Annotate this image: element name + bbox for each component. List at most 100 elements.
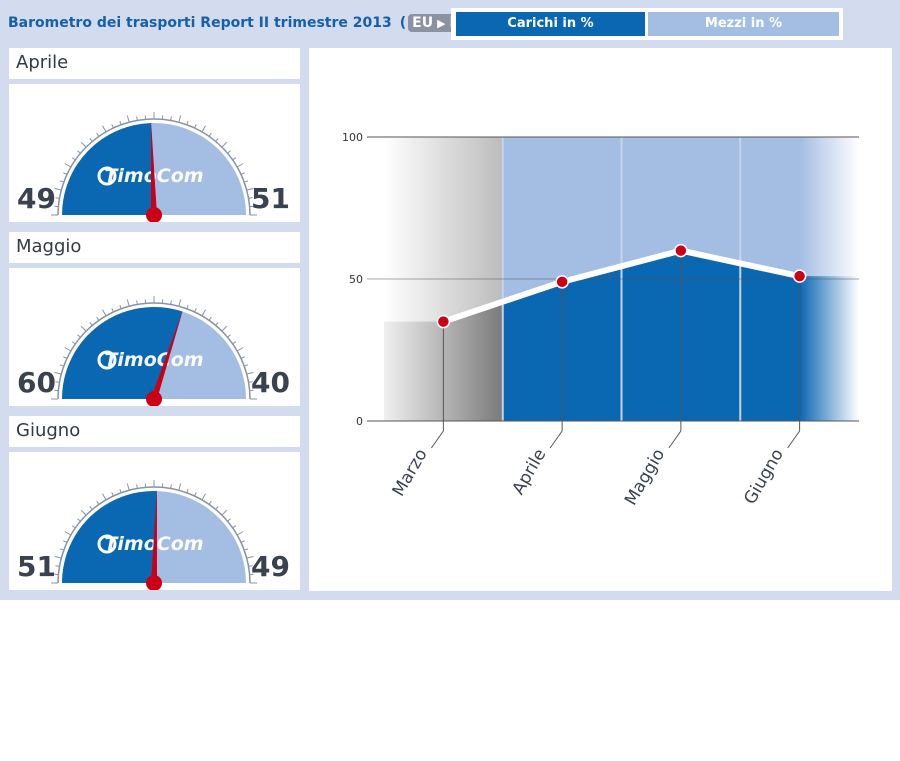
gauge-tick	[54, 555, 62, 559]
gauge-tick	[194, 124, 197, 129]
gauge-tick	[232, 525, 237, 529]
gauge-tick	[63, 172, 68, 175]
gauge-panel: TimoCom 51 49	[9, 452, 300, 590]
gauge-hub	[146, 575, 162, 590]
gauge-tick	[227, 150, 231, 154]
gauge-tick	[55, 381, 60, 383]
gauge-loads-sector	[62, 307, 183, 399]
gauge-panel: TimoCom 49 51	[9, 84, 300, 222]
gauge-tick	[227, 518, 231, 522]
gauge-month-header: Giugno	[9, 416, 300, 447]
gauge-tick	[111, 492, 114, 497]
gauge-tick	[186, 488, 189, 493]
gauge-panel: TimoCom 60 40	[9, 268, 300, 406]
gauge-loads-value: 49	[17, 182, 56, 215]
gauge-tick	[59, 180, 64, 183]
gauge-tick	[136, 300, 138, 305]
route-paren-open: (	[399, 15, 407, 31]
gauge-tick	[119, 120, 122, 125]
y-tick-label: 100	[342, 131, 363, 144]
gauge-tick	[89, 322, 93, 326]
data-point	[674, 243, 688, 258]
y-tick-label: 50	[349, 273, 363, 286]
gauge-tick	[55, 565, 60, 567]
gauge-tick	[170, 484, 172, 489]
gauge-tick	[102, 309, 107, 317]
gauge-tick	[246, 187, 254, 191]
gauge-vehicles-sector	[154, 311, 246, 399]
route-from: EU	[412, 15, 434, 31]
gauge-tick	[236, 531, 244, 536]
gauge-tick	[63, 540, 68, 543]
gauge-tick	[96, 132, 100, 137]
gauge-tick	[221, 325, 228, 332]
gauge-tick	[111, 308, 114, 313]
gauge-tick	[248, 197, 253, 199]
data-point	[436, 314, 451, 329]
gauge-scale-arc	[57, 118, 251, 216]
gauge-tick	[201, 493, 206, 501]
gauge-vehicles-sector	[151, 123, 246, 215]
x-tick-label: Aprile	[508, 446, 550, 499]
gauge-tick	[178, 115, 182, 123]
gauge-tick	[208, 132, 212, 137]
timocom-logo-icon	[97, 166, 117, 186]
gauge-tick	[215, 322, 219, 326]
gauge-tick	[215, 138, 219, 142]
gauge-tick	[96, 500, 100, 505]
gauge-tick	[170, 300, 172, 305]
gauge-month-header: Aprile	[9, 48, 300, 79]
gauge-needle	[151, 309, 184, 400]
data-point	[555, 275, 569, 289]
tab-bar: Carichi in % Mezzi in %	[451, 8, 843, 40]
gauge-vehicles-value: 51	[251, 182, 290, 215]
gauge-hub	[146, 391, 162, 406]
leader-line	[668, 430, 682, 449]
gauge-tick	[80, 141, 87, 148]
tab-loads[interactable]: Carichi in %	[456, 12, 645, 36]
gauge-tick	[136, 484, 138, 489]
gauge-loads-value: 60	[17, 366, 56, 399]
tab-vehicles[interactable]: Mezzi in %	[648, 12, 839, 36]
gauge-tick	[54, 371, 62, 375]
gauge-tick	[111, 124, 114, 129]
gauge: TimoCom	[51, 296, 257, 406]
timocom-logo: TimoCom	[104, 349, 203, 371]
gauge-scale-arc	[57, 302, 251, 400]
data-point	[792, 269, 807, 283]
chart-panel: 0 50 100 Marzo Aprile Maggio Giugno	[309, 48, 892, 591]
y-tick-label: 0	[356, 415, 363, 428]
gauge-month-header: Maggio	[9, 232, 300, 263]
gauge-vehicles-sector	[154, 491, 246, 583]
gauge-tick	[64, 531, 72, 536]
play-arrow-icon: ▶	[437, 16, 446, 30]
gauge-tick	[194, 308, 197, 313]
area-chart: 0 50 100 Marzo Aprile Maggio Giugno	[342, 131, 859, 510]
gauge-tick	[126, 483, 130, 491]
gauge-tick	[236, 347, 244, 352]
gauge-needle	[151, 121, 157, 216]
gauge-tick	[178, 299, 182, 307]
gauge-scale-arc	[57, 486, 251, 584]
gauge-tick	[208, 316, 212, 321]
gauge-tick	[227, 334, 231, 338]
gauge-tick	[77, 334, 81, 338]
gauge-tick	[201, 125, 206, 133]
gauge-tick	[80, 325, 87, 332]
gauge-tick	[59, 364, 64, 367]
gauge-tick	[77, 150, 81, 154]
gauge-tick	[236, 163, 244, 168]
gauge-tick	[63, 356, 68, 359]
x-tick-label: Marzo	[389, 446, 432, 501]
gauge-hub	[146, 207, 162, 222]
gauge-tick	[248, 565, 253, 567]
x-tick-label: Giugno	[740, 446, 788, 509]
gauge-tick	[126, 299, 130, 307]
gauge-tick	[221, 509, 228, 516]
leader-line	[430, 430, 444, 449]
leader-line	[549, 430, 563, 449]
gauge-tick	[201, 309, 206, 317]
x-tick-label: Maggio	[621, 446, 669, 510]
report-frame: Barometro dei trasporti Report II trimes…	[0, 0, 900, 600]
gauge-tick	[246, 555, 254, 559]
